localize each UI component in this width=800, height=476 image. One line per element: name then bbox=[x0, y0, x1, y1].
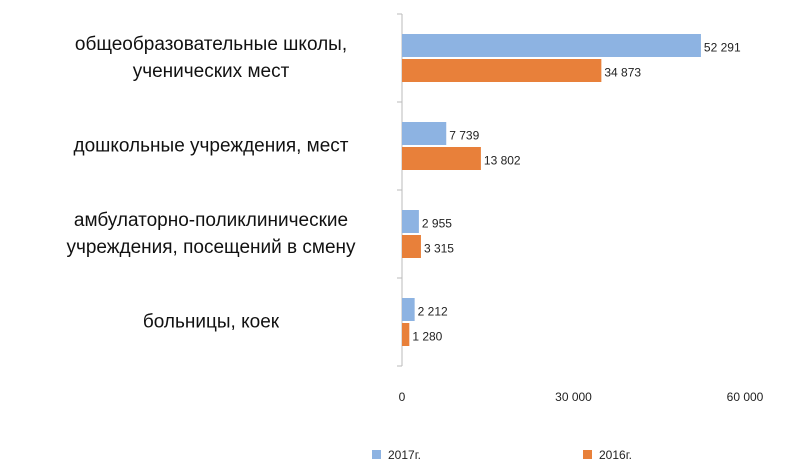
value-label: 7 739 bbox=[449, 129, 479, 143]
bar bbox=[402, 323, 410, 346]
bar bbox=[402, 235, 421, 258]
x-tick-label: 60 000 bbox=[727, 390, 764, 404]
legend-label: 2016г. bbox=[599, 448, 632, 462]
bar bbox=[402, 59, 602, 82]
value-label: 2 212 bbox=[418, 305, 448, 319]
legend-swatch bbox=[583, 450, 592, 459]
x-tick-label: 30 000 bbox=[555, 390, 592, 404]
bar bbox=[402, 210, 419, 233]
bar bbox=[402, 298, 415, 321]
value-label: 34 873 bbox=[604, 66, 641, 80]
x-tick-label: 0 bbox=[399, 390, 406, 404]
bar bbox=[402, 122, 447, 145]
legend-label: 2017г. bbox=[388, 448, 421, 462]
value-label: 1 280 bbox=[412, 330, 442, 344]
value-label: 52 291 bbox=[704, 41, 741, 55]
value-label: 3 315 bbox=[424, 242, 454, 256]
category-label: больницы, коек bbox=[142, 311, 280, 333]
category-label: дошкольные учреждения, мест bbox=[73, 135, 349, 157]
bar bbox=[402, 147, 481, 170]
value-label: 2 955 bbox=[422, 217, 452, 231]
category-label: амбулаторно-поликлинические учреждения, … bbox=[66, 210, 356, 258]
value-label: 13 802 bbox=[484, 154, 521, 168]
category-label: общеобразовательные школы, ученических м… bbox=[74, 34, 348, 82]
bar bbox=[402, 34, 701, 57]
legend-swatch bbox=[372, 450, 381, 459]
